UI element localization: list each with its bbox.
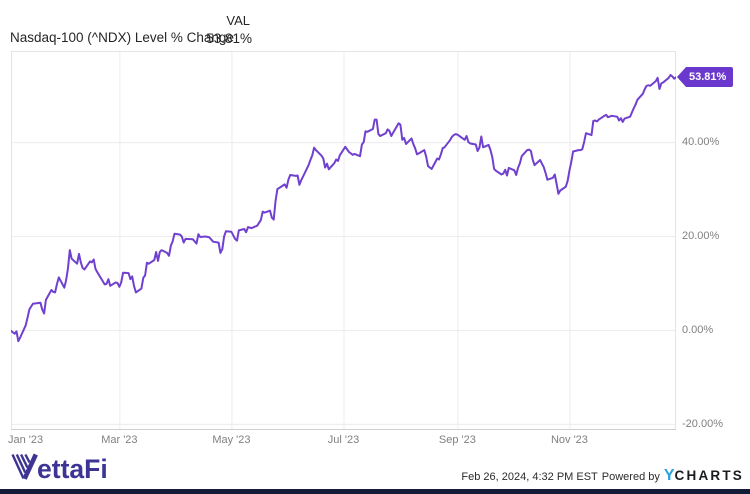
price-line bbox=[11, 74, 676, 343]
vettafi-logo-icon: ettaFi bbox=[11, 453, 108, 484]
val-column-header: VAL bbox=[226, 13, 250, 28]
series-title: Nasdaq-100 (^NDX) Level % Change bbox=[10, 30, 234, 45]
vettafi-wordmark: ettaFi bbox=[37, 454, 108, 483]
x-axis-label: Nov '23 bbox=[550, 434, 588, 446]
footer-attribution: Feb 26, 2024, 4:32 PM EST Powered by Y C… bbox=[461, 467, 744, 485]
ycharts-logo-charts: CHARTS bbox=[674, 468, 744, 483]
x-axis-label: May '23 bbox=[212, 434, 251, 446]
last-value-badge: 53.81% bbox=[677, 67, 734, 87]
y-axis-label: 20.00% bbox=[682, 230, 720, 243]
ycharts-logo[interactable]: Y CHARTS bbox=[664, 467, 744, 485]
line-chart-plot bbox=[11, 51, 676, 430]
val-current-value: 53.81% bbox=[206, 31, 252, 46]
y-axis-label: 40.00% bbox=[682, 136, 720, 149]
x-axis-label: Jan '23 bbox=[8, 434, 44, 446]
y-axis-label: 0.00% bbox=[682, 323, 714, 336]
y-axis-label: -20.00% bbox=[682, 417, 723, 430]
bottom-accent-bar bbox=[0, 489, 750, 494]
ycharts-logo-y: Y bbox=[663, 467, 675, 484]
last-value-badge-text: 53.81% bbox=[689, 71, 727, 83]
timestamp: Feb 26, 2024, 4:32 PM EST bbox=[461, 471, 598, 483]
powered-by-label: Powered by bbox=[601, 471, 660, 483]
vettafi-logo[interactable]: ettaFi bbox=[10, 451, 132, 488]
x-axis-label: Jul '23 bbox=[327, 434, 360, 446]
x-axis-label: Sep '23 bbox=[438, 434, 476, 446]
x-axis-label: Mar '23 bbox=[101, 434, 138, 446]
